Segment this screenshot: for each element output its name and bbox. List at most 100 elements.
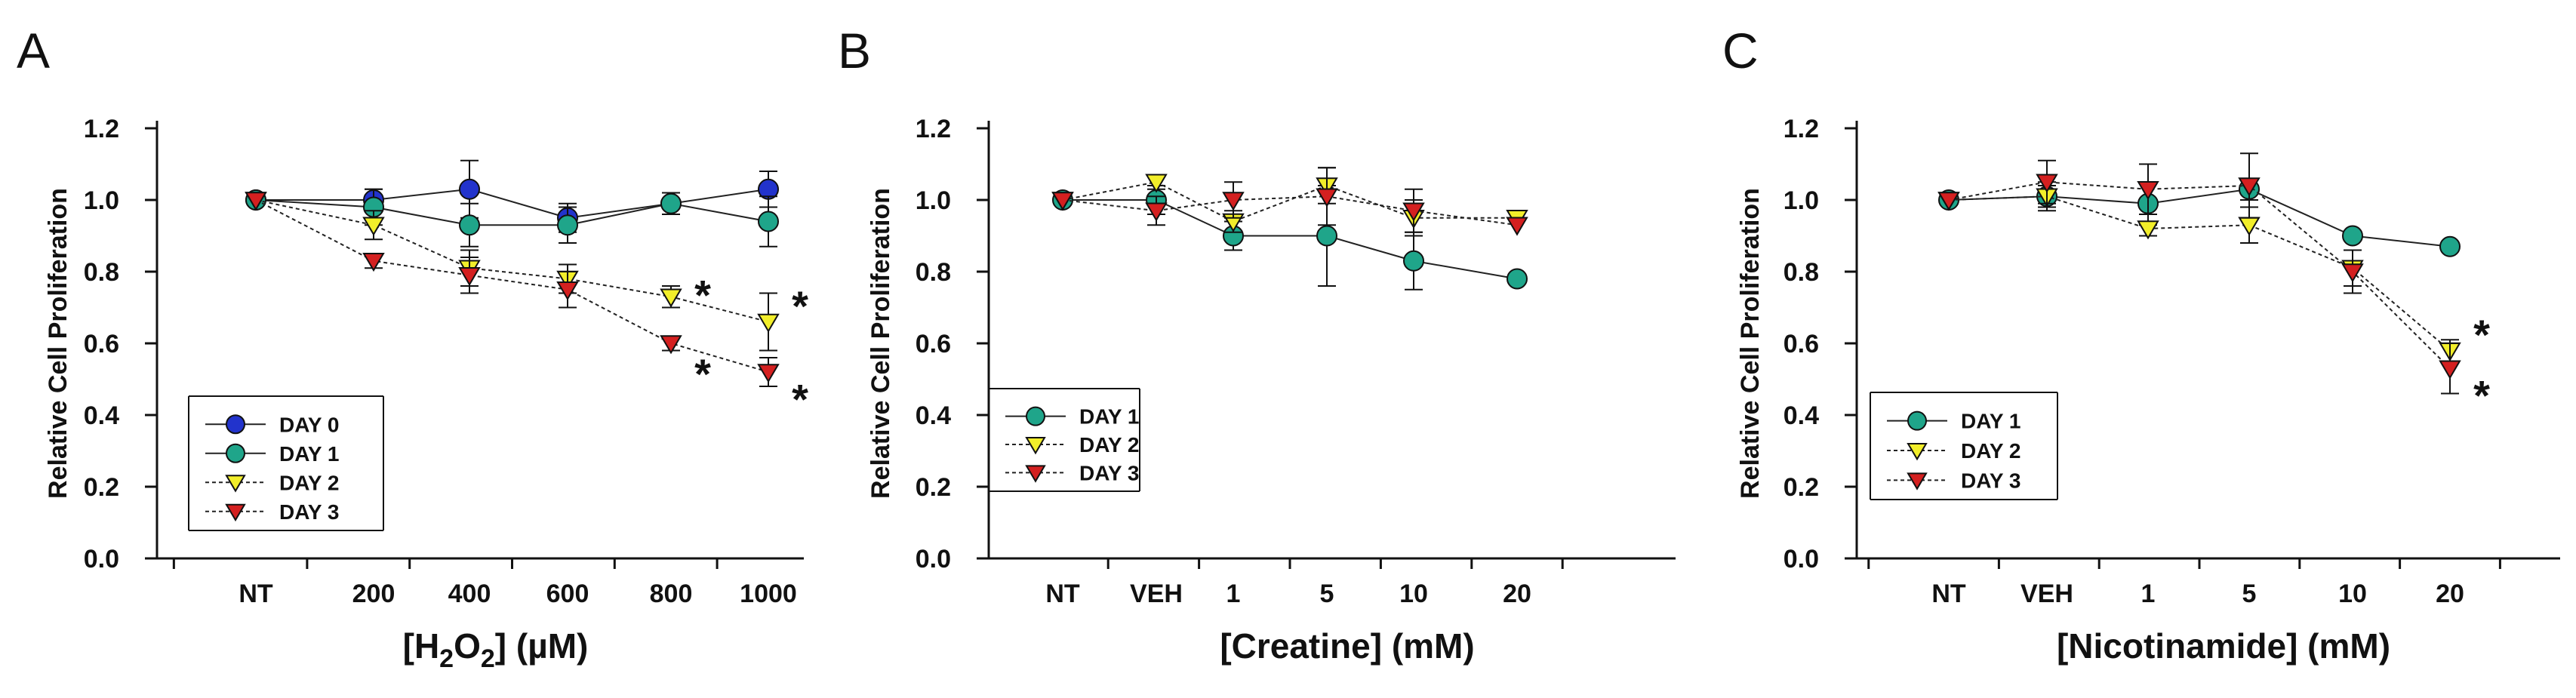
- y-tick-label: 0.4: [916, 401, 951, 430]
- series-line: [255, 199, 769, 323]
- y-tick-label: 0.8: [1784, 258, 1819, 287]
- x-tick-label: 5: [1320, 580, 1334, 608]
- panel-c: C 0.0 0.2 0.4 0.6 0.8 1.0 1.2 NT VEH 1 5 10 20 Relativ…: [1722, 23, 2560, 666]
- y-axis-label: Relative Cell Proliferation: [866, 188, 895, 499]
- significance-star: *: [2473, 372, 2490, 420]
- x-tick-label: NT: [1045, 580, 1080, 608]
- x-tick-label: 20: [2436, 580, 2464, 608]
- significance-star: *: [694, 272, 711, 319]
- y-tick-label: 0.0: [1784, 545, 1819, 573]
- data-point: [757, 313, 780, 333]
- legend-label: DAY 2: [1079, 433, 1139, 457]
- panel-letter: C: [1722, 23, 1759, 78]
- data-point: [362, 253, 385, 272]
- data-point: [2439, 235, 2461, 257]
- y-tick-label: 0.4: [84, 401, 119, 430]
- significance-star: *: [2473, 311, 2490, 358]
- series-line: [256, 188, 769, 219]
- legend-label: DAY 3: [1079, 461, 1139, 484]
- series-day-3: [1051, 167, 1528, 236]
- x-tick-label: VEH: [2020, 580, 2073, 608]
- x-tick-label: 10: [1399, 580, 1428, 608]
- legend-swatch-marker: [1907, 472, 1928, 490]
- legend-swatch-marker: [1026, 406, 1045, 426]
- data-point: [362, 217, 385, 236]
- x-tick-label: 5: [2242, 580, 2257, 608]
- y-tick-label: 0.6: [84, 330, 119, 358]
- data-point: [556, 281, 579, 301]
- data-point: [757, 364, 780, 383]
- x-axis-label: [Nicotinamide] (mM): [2057, 626, 2390, 666]
- legend: DAY 0 DAY 1 DAY 2 DAY 3: [188, 395, 384, 531]
- series-line: [1062, 195, 1518, 226]
- data-point: [459, 214, 480, 236]
- significance-star: *: [792, 375, 808, 423]
- data-point: [1222, 192, 1245, 211]
- data-point: [459, 178, 480, 200]
- x-tick-label: 1000: [740, 580, 797, 608]
- series-day-2: [245, 192, 780, 352]
- y-tick-label: 1.0: [84, 186, 119, 215]
- panel-letter: B: [838, 23, 871, 78]
- x-axis-label-part: 2: [481, 644, 495, 673]
- data-point: [2342, 225, 2363, 247]
- x-axis-label-part: O: [454, 626, 481, 666]
- legend-swatch-marker: [1907, 443, 1928, 461]
- data-point: [2341, 263, 2364, 283]
- y-tick-label: 0.0: [84, 545, 119, 573]
- data-point: [1506, 217, 1528, 236]
- y-tick-label: 1.2: [916, 115, 951, 143]
- data-point: [2137, 220, 2159, 240]
- series-line: [1062, 181, 1517, 223]
- data-point: [1316, 225, 1337, 247]
- legend-label: DAY 0: [279, 413, 339, 436]
- y-tick-label: 0.8: [84, 258, 119, 287]
- y-axis-label: Relative Cell Proliferation: [1736, 188, 1765, 499]
- x-tick-label: 10: [2338, 580, 2367, 608]
- legend-swatch-marker: [225, 475, 246, 493]
- legend: DAY 1 DAY 2 DAY 3: [988, 388, 1140, 492]
- significance-star: *: [694, 350, 711, 398]
- legend-label: DAY 3: [1961, 469, 2020, 492]
- legend-label: DAY 2: [279, 471, 339, 494]
- x-axis-label-part: [H: [403, 626, 440, 666]
- legend-swatch-marker: [1907, 410, 1927, 431]
- series-day-1: [245, 188, 779, 248]
- data-point: [1145, 174, 1168, 193]
- data-point: [1402, 202, 1425, 222]
- data-point: [660, 192, 682, 214]
- x-axis-label-part: ] (µM): [495, 626, 589, 666]
- series-line: [255, 199, 769, 373]
- data-point: [1507, 268, 1528, 290]
- y-tick-label: 0.2: [916, 473, 951, 502]
- series-line: [1063, 199, 1518, 280]
- data-point: [245, 192, 267, 211]
- data-point: [1051, 192, 1074, 211]
- data-point: [758, 211, 779, 232]
- x-tick-label: 400: [448, 580, 491, 608]
- x-axis-label-part: 2: [439, 644, 454, 673]
- data-point: [2137, 181, 2159, 201]
- data-point: [557, 214, 578, 236]
- y-tick-label: 0.2: [1784, 473, 1819, 502]
- legend-label: DAY 1: [1079, 405, 1139, 429]
- y-tick-label: 1.0: [1784, 186, 1819, 215]
- legend-swatch-marker: [225, 503, 246, 522]
- data-point: [2439, 360, 2461, 380]
- panel-letter: A: [17, 23, 50, 78]
- data-point: [2238, 177, 2261, 197]
- y-tick-label: 0.8: [916, 258, 951, 287]
- x-tick-label: 1: [2141, 580, 2156, 608]
- series-day-3: [1937, 152, 2461, 395]
- data-point: [1403, 250, 1424, 272]
- y-tick-label: 0.0: [916, 545, 951, 573]
- data-point: [1145, 202, 1168, 222]
- x-tick-label: 200: [352, 580, 395, 608]
- legend-label: DAY 1: [279, 442, 339, 466]
- x-axis-label: [H2O2] (µM): [403, 626, 589, 673]
- x-axis-label: [Creatine] (mM): [1220, 626, 1474, 666]
- legend-label: DAY 3: [279, 500, 339, 524]
- y-tick-label: 1.2: [84, 115, 119, 143]
- series-line: [255, 199, 769, 226]
